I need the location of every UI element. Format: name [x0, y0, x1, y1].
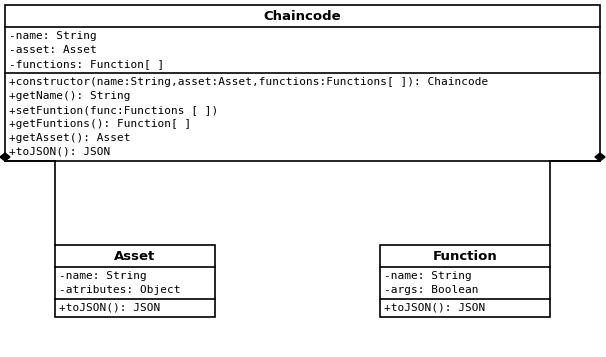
Text: -args: Boolean: -args: Boolean: [384, 285, 479, 295]
Text: +toJSON(): JSON: +toJSON(): JSON: [9, 147, 110, 157]
Text: Function: Function: [433, 250, 498, 262]
Text: Chaincode: Chaincode: [264, 10, 341, 22]
Text: -asset: Asset: -asset: Asset: [9, 45, 97, 55]
Text: -name: String: -name: String: [59, 271, 147, 281]
Bar: [5, 5, 600, 161]
Text: -atributes: Object: -atributes: Object: [59, 285, 181, 295]
Polygon shape: [595, 153, 605, 161]
Text: Asset: Asset: [115, 250, 156, 262]
Text: +getFuntions(): Function[ ]: +getFuntions(): Function[ ]: [9, 119, 191, 129]
Text: +constructor(name:String,asset:Asset,functions:Functions[ ]): Chaincode: +constructor(name:String,asset:Asset,fun…: [9, 77, 488, 87]
Bar: [55, 245, 215, 317]
Text: +toJSON(): JSON: +toJSON(): JSON: [59, 303, 160, 313]
Text: +setFuntion(func:Functions [ ]): +setFuntion(func:Functions [ ]): [9, 105, 218, 115]
Text: -functions: Function[ ]: -functions: Function[ ]: [9, 59, 164, 69]
Text: +getName(): String: +getName(): String: [9, 91, 130, 101]
Text: +toJSON(): JSON: +toJSON(): JSON: [384, 303, 485, 313]
Bar: [380, 245, 550, 317]
Text: +getAsset(): Asset: +getAsset(): Asset: [9, 133, 130, 143]
Text: -name: String: -name: String: [384, 271, 471, 281]
Text: -name: String: -name: String: [9, 31, 97, 41]
Polygon shape: [0, 153, 10, 161]
